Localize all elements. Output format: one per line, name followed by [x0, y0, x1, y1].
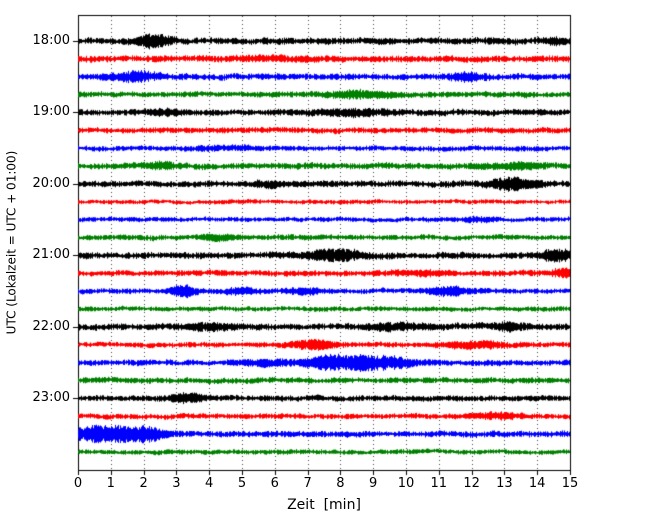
y-tick-label: 18:00 — [32, 33, 70, 48]
x-tick-label: 14 — [528, 476, 546, 491]
x-axis-title: Zeit [min] — [287, 497, 361, 513]
y-tick-label: 19:00 — [32, 104, 70, 120]
y-tick-label: 23:00 — [32, 390, 70, 406]
y-tick-label: 20:00 — [32, 175, 70, 191]
x-tick-label: 15 — [561, 476, 579, 491]
x-tick-label: 0 — [73, 476, 83, 491]
x-tick-label: 3 — [172, 476, 181, 491]
x-tick-label: 9 — [369, 476, 378, 491]
x-tick-label: 4 — [205, 476, 214, 491]
x-tick-label: 8 — [336, 476, 345, 491]
x-tick-label: 1 — [106, 476, 115, 491]
x-tick-label: 5 — [237, 476, 247, 491]
x-tick-label: 10 — [397, 476, 415, 491]
x-tick-label: 7 — [303, 476, 312, 491]
x-tick-label: 2 — [139, 476, 148, 491]
y-axis-title: UTC (Lokalzeit = UTC + 01:00) — [4, 150, 19, 335]
x-tick-label: 12 — [463, 476, 480, 491]
x-tick-label: 6 — [270, 476, 279, 491]
x-tick-label: 11 — [430, 476, 448, 491]
y-tick-label: 21:00 — [32, 247, 70, 263]
y-tick-label: 22:00 — [32, 318, 70, 334]
x-tick-label: 13 — [496, 476, 513, 491]
